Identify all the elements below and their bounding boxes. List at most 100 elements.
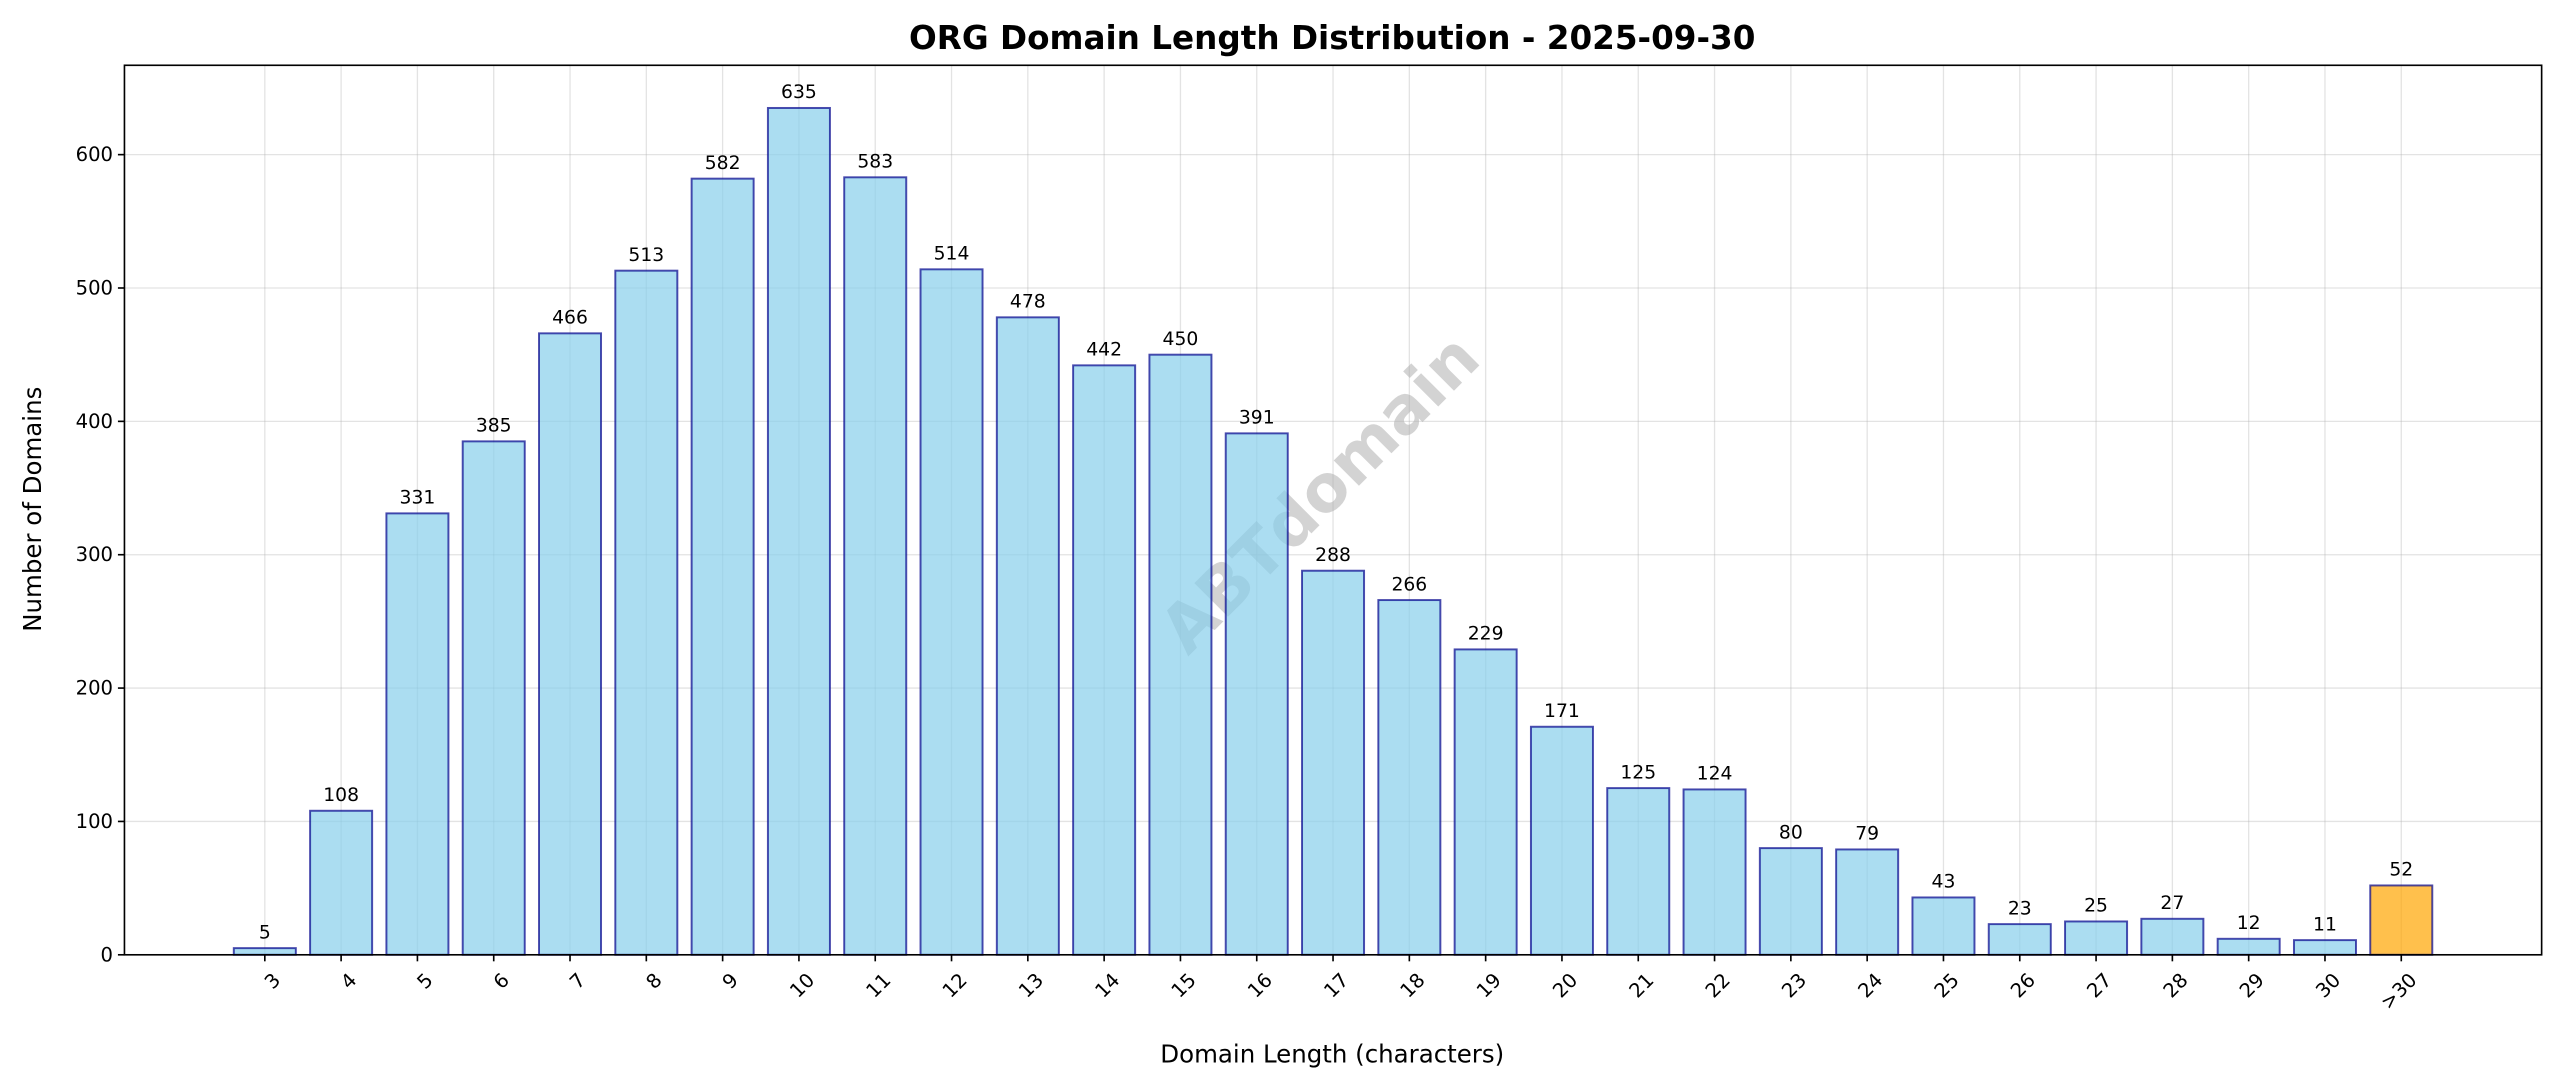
y-tick-label: 200 [76, 677, 113, 700]
x-tick-label: 19 [1472, 969, 1506, 1003]
data-label: 288 [1315, 545, 1351, 566]
bar [2292, 939, 2357, 956]
x-tick-label: 20 [1548, 969, 1582, 1003]
data-label: 583 [857, 152, 893, 173]
data-label: 171 [1544, 701, 1580, 722]
x-tick-label: 3 [260, 969, 285, 994]
x-tick-label: 26 [2006, 969, 2040, 1003]
data-label: 635 [781, 82, 817, 103]
bar [1987, 923, 2052, 956]
bar [232, 947, 297, 956]
bar [614, 269, 679, 956]
data-label: 12 [2237, 913, 2261, 934]
x-tick-label: 24 [1854, 969, 1888, 1003]
x-tick-label: 7 [565, 969, 590, 994]
data-label: 391 [1239, 408, 1275, 429]
data-label: 124 [1697, 764, 1733, 785]
bar [995, 316, 1060, 956]
data-label: 513 [628, 245, 664, 266]
bar [1301, 569, 1366, 956]
bar [385, 512, 450, 956]
bars [232, 106, 2434, 956]
data-label: 582 [705, 153, 741, 174]
x-tick-label: 28 [2159, 969, 2193, 1003]
bar [919, 268, 984, 956]
x-tick-label: 4 [336, 969, 361, 994]
bar [538, 332, 603, 956]
y-tick-label: 100 [76, 810, 113, 833]
data-label: 52 [2389, 860, 2413, 881]
x-tick-label: 21 [1625, 969, 1659, 1003]
x-tick-label: 25 [1930, 969, 1964, 1003]
data-label: 23 [2008, 898, 2032, 919]
bar [690, 177, 755, 956]
bar [1835, 848, 1900, 956]
data-label: 385 [476, 416, 512, 437]
bar [2369, 884, 2434, 956]
chart-title: ORG Domain Length Distribution - 2025-09… [909, 19, 1755, 57]
bar [1224, 432, 1289, 956]
bar [309, 809, 374, 956]
data-label: 331 [400, 488, 436, 509]
data-label: 79 [1855, 824, 1879, 845]
bar [2216, 937, 2281, 956]
x-tick-label: 11 [862, 969, 896, 1003]
bar [1148, 353, 1213, 956]
bar [1072, 364, 1137, 956]
x-tick-label: 17 [1319, 969, 1353, 1003]
data-label: 108 [323, 785, 359, 806]
x-tick-label: 10 [785, 969, 819, 1003]
bar [1453, 648, 1518, 956]
x-tick-label: 9 [718, 969, 743, 994]
bar [1911, 896, 1976, 956]
x-tick-label: 18 [1396, 969, 1430, 1003]
data-label: 5 [259, 922, 271, 943]
x-tick-label: 15 [1167, 969, 1201, 1003]
data-label: 25 [2084, 896, 2108, 917]
data-label: 450 [1163, 329, 1199, 350]
bar [1377, 599, 1442, 956]
bar [1758, 847, 1823, 956]
x-tick-label: 16 [1243, 969, 1277, 1003]
x-tick-label: 27 [2082, 969, 2116, 1003]
y-tick-label: 500 [76, 277, 113, 300]
data-label: 11 [2313, 914, 2337, 935]
y-tick-label: 300 [76, 543, 113, 566]
data-label: 229 [1468, 624, 1504, 645]
data-label: 442 [1086, 340, 1122, 361]
y-axis-label: Number of Domains [18, 387, 47, 632]
x-tick-label: 14 [1091, 969, 1125, 1003]
bar [766, 106, 831, 956]
x-tick-label: 5 [413, 969, 438, 994]
bar [2140, 917, 2205, 956]
data-label: 125 [1620, 762, 1656, 783]
data-label: 478 [1010, 292, 1046, 313]
data-label: 514 [934, 244, 970, 265]
y-tick-label: 0 [101, 943, 113, 966]
bar [843, 176, 908, 956]
x-tick-label: >30 [2376, 969, 2421, 1014]
x-tick-label: 8 [641, 969, 666, 994]
y-axis: 0 100 200 300 400 500 600 [76, 143, 125, 966]
x-tick-label: 22 [1701, 969, 1735, 1003]
y-tick-label: 600 [76, 143, 113, 166]
data-label: 27 [2160, 893, 2184, 914]
x-axis-label: Domain Length (characters) [1160, 1040, 1504, 1069]
bar [1682, 788, 1747, 956]
data-label: 466 [552, 308, 588, 329]
x-tick-label: 30 [2311, 969, 2345, 1003]
data-label: 43 [1932, 872, 1956, 893]
data-label: 266 [1391, 574, 1427, 595]
x-tick-label: 12 [938, 969, 972, 1003]
x-tick-label: 29 [2235, 969, 2269, 1003]
bar [2064, 920, 2129, 956]
bar [1529, 725, 1594, 956]
y-tick-label: 400 [76, 410, 113, 433]
data-labels: 5 108 331 385 466 513 582 635 583 514 478 442 450 391… [259, 82, 2413, 943]
bar [1606, 787, 1671, 956]
x-tick-label: 6 [489, 969, 514, 994]
x-axis: 3 4 5 6 7 8 9 10 11 12 13 14 15 16 17 18 19 20 21 22 23 24 25 2… [260, 954, 2422, 1014]
data-label: 80 [1779, 822, 1803, 843]
x-tick-label: 13 [1014, 969, 1048, 1003]
